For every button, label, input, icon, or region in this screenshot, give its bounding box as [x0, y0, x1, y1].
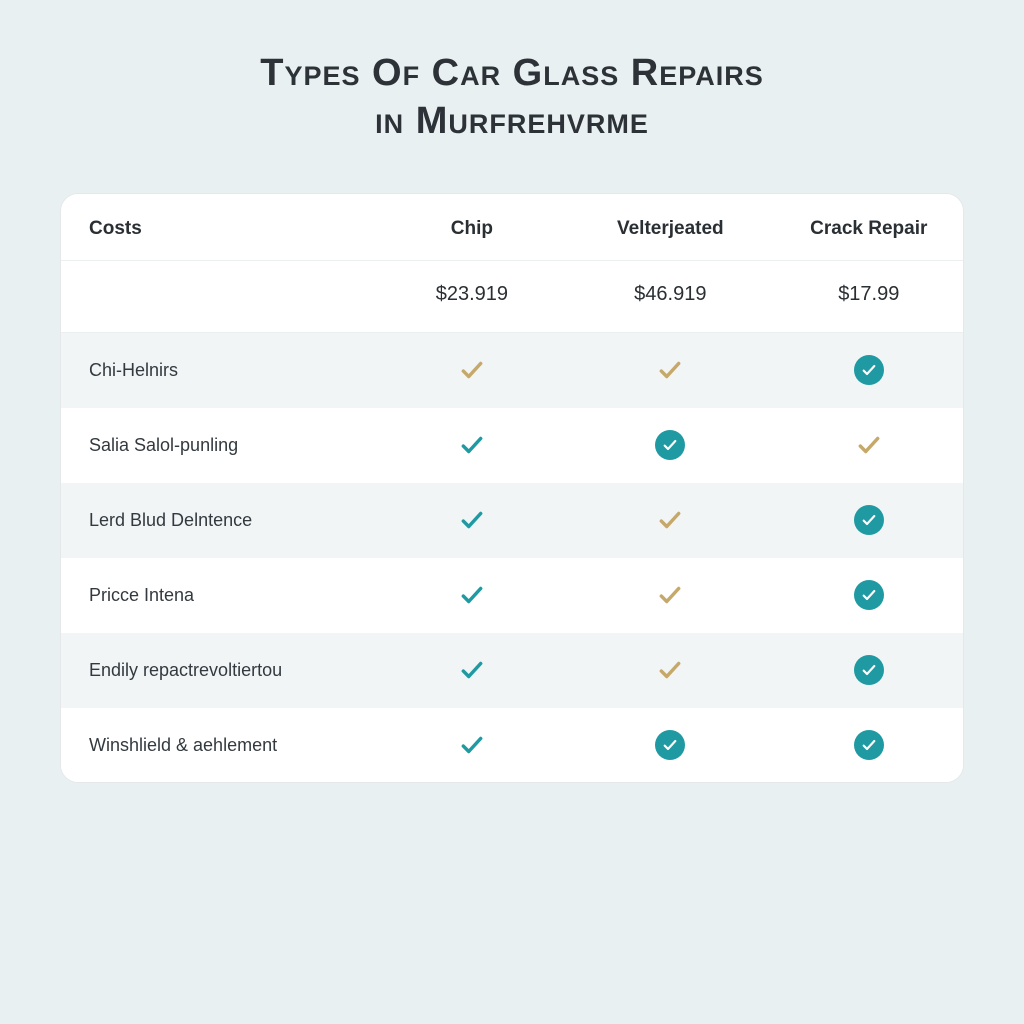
row-cell [566, 483, 764, 558]
price-col-2: $17.99 [765, 261, 963, 333]
check-icon [793, 432, 945, 458]
page-title: Types Of Car Glass Repairs in Murfrehvrm… [60, 50, 964, 145]
row-cell [566, 333, 764, 408]
check-circle-icon [854, 505, 884, 535]
header-col-2: Crack Repair [765, 194, 963, 261]
header-col-0: Chip [368, 194, 566, 261]
row-cell [566, 633, 764, 708]
row-cell [765, 558, 963, 633]
row-cell [368, 708, 566, 783]
check-circle-icon [854, 355, 884, 385]
table-row: Salia Salol-punling [61, 408, 963, 483]
check-icon [594, 657, 746, 683]
check-icon [396, 507, 548, 533]
table-header: Costs Chip Velterjeated Crack Repair [61, 194, 963, 261]
check-icon [396, 432, 548, 458]
row-label: Chi-Helnirs [61, 333, 368, 408]
check-circle-icon [854, 655, 884, 685]
price-col-1: $46.919 [566, 261, 764, 333]
title-line-2: in Murfrehvrme [60, 98, 964, 146]
row-label: Lerd Blud Delntence [61, 483, 368, 558]
row-cell [566, 408, 764, 483]
row-cell [765, 408, 963, 483]
check-icon [396, 657, 548, 683]
check-icon [396, 357, 548, 383]
row-label: Pricce Intena [61, 558, 368, 633]
row-cell [765, 708, 963, 783]
check-icon [594, 582, 746, 608]
comparison-card: Costs Chip Velterjeated Crack Repair $23… [60, 193, 964, 783]
header-col-1: Velterjeated [566, 194, 764, 261]
check-circle-icon [655, 430, 685, 460]
row-cell [368, 558, 566, 633]
row-cell [765, 333, 963, 408]
row-label: Winshlield & aehlement [61, 708, 368, 783]
row-cell [566, 558, 764, 633]
row-cell [368, 633, 566, 708]
row-cell [765, 483, 963, 558]
row-label: Salia Salol-punling [61, 408, 368, 483]
row-cell [368, 333, 566, 408]
row-cell [368, 483, 566, 558]
check-icon [594, 507, 746, 533]
table-row: Winshlield & aehlement [61, 708, 963, 783]
price-row: $23.919 $46.919 $17.99 [61, 261, 963, 333]
row-cell [368, 408, 566, 483]
feature-rows: Chi-HelnirsSalia Salol-punlingLerd Blud … [61, 333, 963, 783]
row-cell [765, 633, 963, 708]
comparison-table: Costs Chip Velterjeated Crack Repair $23… [61, 194, 963, 782]
check-icon [396, 732, 548, 758]
price-col-0: $23.919 [368, 261, 566, 333]
row-cell [566, 708, 764, 783]
check-circle-icon [854, 730, 884, 760]
check-circle-icon [854, 580, 884, 610]
check-circle-icon [655, 730, 685, 760]
header-costs: Costs [61, 194, 368, 261]
table-row: Endily repactrevoltiertou [61, 633, 963, 708]
row-label: Endily repactrevoltiertou [61, 633, 368, 708]
price-label-empty [61, 261, 368, 333]
table-row: Lerd Blud Delntence [61, 483, 963, 558]
table-row: Pricce Intena [61, 558, 963, 633]
table-row: Chi-Helnirs [61, 333, 963, 408]
title-line-1: Types Of Car Glass Repairs [60, 50, 964, 98]
check-icon [396, 582, 548, 608]
check-icon [594, 357, 746, 383]
